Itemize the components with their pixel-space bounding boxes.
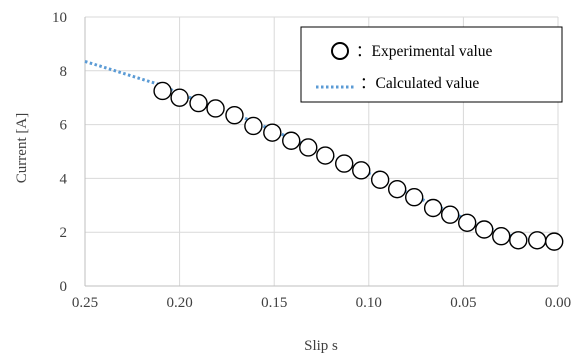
x-axis-title: Slip s xyxy=(304,338,338,354)
experimental-point xyxy=(352,161,371,180)
experimental-point xyxy=(509,231,528,250)
experimental-point xyxy=(492,227,511,246)
experimental-point xyxy=(370,170,390,189)
experimental-point xyxy=(170,88,189,107)
experimental-point xyxy=(423,198,443,218)
experimental-point xyxy=(206,99,225,118)
y-tick-label: 6 xyxy=(60,118,68,134)
experimental-point xyxy=(335,154,354,173)
y-tick-label: 8 xyxy=(60,64,68,80)
legend-experimental-marker xyxy=(331,42,349,60)
legend: ：Experimental value ：Calculated value xyxy=(300,26,563,103)
experimental-point xyxy=(475,220,494,239)
experimental-point xyxy=(299,138,318,157)
x-tick-label: 0.10 xyxy=(356,295,382,311)
experimental-point xyxy=(189,93,208,113)
experimental-point xyxy=(405,188,424,207)
experimental-value-series xyxy=(153,81,564,251)
experimental-point xyxy=(527,231,547,250)
experimental-point xyxy=(387,179,407,199)
y-tick-label: 10 xyxy=(52,10,67,26)
x-tick-label: 0.05 xyxy=(450,295,476,311)
experimental-point xyxy=(225,105,244,125)
experimental-point xyxy=(457,213,477,232)
y-tick-label: 2 xyxy=(60,225,68,241)
y-tick-label: 4 xyxy=(60,171,68,187)
x-tick-label: 0.00 xyxy=(545,295,571,311)
x-tick-labels: 0.25 0.20 0.15 0.10 0.05 0.00 xyxy=(72,295,571,311)
experimental-point xyxy=(316,146,335,165)
legend-experimental-label: ：Experimental value xyxy=(356,43,493,60)
experimental-point xyxy=(244,116,263,136)
experimental-point xyxy=(282,131,301,150)
legend-calculated-label: ：Calculated value xyxy=(360,75,479,92)
experimental-point xyxy=(440,205,460,224)
experimental-point xyxy=(545,232,564,251)
legend-box xyxy=(300,26,563,103)
x-tick-label: 0.15 xyxy=(261,295,287,311)
experimental-point xyxy=(263,123,282,142)
y-tick-labels: 0 2 4 6 8 10 xyxy=(52,10,68,295)
x-tick-label: 0.25 xyxy=(72,295,98,311)
y-axis-title: Current [A] xyxy=(14,113,30,183)
experimental-point xyxy=(153,81,172,101)
x-tick-label: 0.20 xyxy=(166,295,192,311)
y-tick-label: 0 xyxy=(60,279,68,295)
